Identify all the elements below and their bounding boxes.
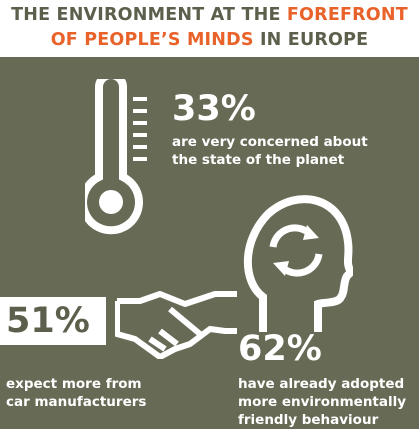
handshake-icon (115, 291, 237, 359)
header: THE ENVIRONMENT AT THE FOREFRONT OF PEOPL… (0, 0, 419, 57)
stat-figure: 33% (172, 89, 256, 129)
description-line: more environmentally (238, 394, 407, 410)
description-line: car manufacturers (6, 394, 147, 410)
title-part: FOREFRONT (286, 5, 408, 25)
stat-description: expect more from car manufacturers (6, 375, 146, 411)
title-line: THE ENVIRONMENT AT THE FOREFRONT (0, 0, 419, 28)
head-icon (243, 195, 353, 332)
description-line: the state of the planet (172, 152, 345, 168)
stat-figure: 51% (6, 301, 90, 341)
stat-description: are very concerned about the state of the… (172, 133, 368, 169)
stat-description: have already adopted more environmentally… (238, 375, 406, 429)
figure-box (0, 297, 106, 345)
description-line: friendly behaviour (238, 412, 379, 428)
stat-figure: 62% (238, 329, 322, 369)
title-part: THE ENVIRONMENT AT THE (11, 5, 287, 25)
panel: 33% are very concerned about the state of … (0, 57, 419, 429)
title-part: OF PEOPLE’S MINDS (50, 30, 254, 50)
title-part: IN EUROPE (253, 30, 369, 50)
title-line: OF PEOPLE’S MINDS IN EUROPE (0, 28, 419, 53)
description-line: are very concerned about (172, 134, 368, 150)
description-line: have already adopted (238, 376, 405, 392)
thermometer-icon (85, 79, 147, 235)
description-line: expect more from (6, 376, 142, 392)
